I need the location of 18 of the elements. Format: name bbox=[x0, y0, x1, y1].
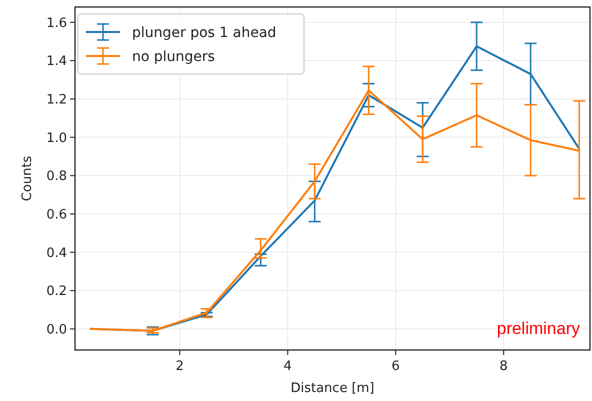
y-tick-label: 1.4 bbox=[46, 54, 67, 70]
x-tick-label: 4 bbox=[284, 359, 292, 374]
legend-label: plunger pos 1 ahead bbox=[132, 25, 276, 41]
y-tick-label: 1.6 bbox=[46, 16, 67, 31]
annotation: preliminary bbox=[496, 319, 580, 338]
y-axis-title: Counts bbox=[20, 156, 35, 202]
y-tick-label: 1.2 bbox=[46, 92, 67, 108]
y-tick-label: 0.4 bbox=[46, 246, 67, 261]
x-tick-label: 8 bbox=[499, 359, 508, 374]
x-axis-title: Distance [m] bbox=[290, 381, 374, 396]
y-tick-label: 0.2 bbox=[46, 284, 67, 300]
y-tick-label: 0.0 bbox=[46, 322, 67, 338]
y-tick-label: 0.6 bbox=[46, 207, 67, 222]
y-tick-label: 0.8 bbox=[46, 169, 67, 184]
x-tick-label: 2 bbox=[176, 359, 184, 374]
x-tick-label: 6 bbox=[392, 359, 400, 374]
legend-label: no plungers bbox=[132, 49, 215, 65]
y-tick-label: 1.0 bbox=[46, 130, 67, 146]
